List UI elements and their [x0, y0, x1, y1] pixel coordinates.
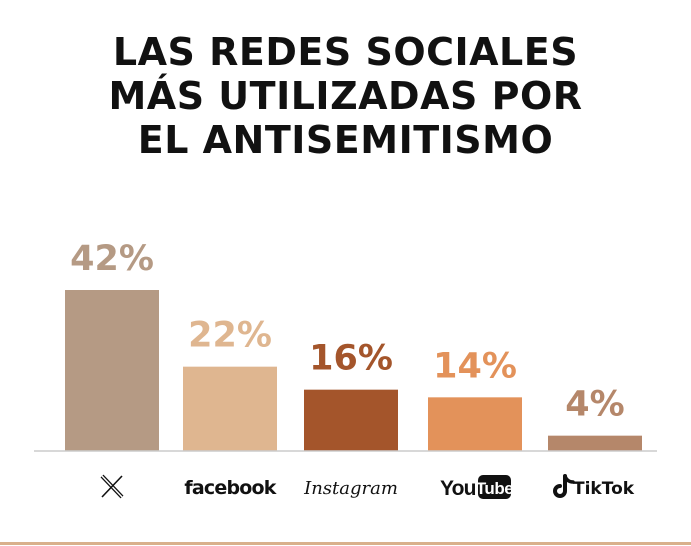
- tiktok-logo-icon: TikTok: [553, 474, 635, 499]
- bar-instagram: [304, 389, 398, 451]
- value-label-youtube: 14%: [433, 346, 517, 386]
- value-label-x: 42%: [70, 239, 154, 279]
- youtube-logo-icon: You Tube: [440, 475, 514, 500]
- bar-facebook: [183, 366, 277, 451]
- bars-group: [65, 290, 642, 451]
- value-label-tiktok: 4%: [565, 385, 624, 425]
- value-label-facebook: 22%: [188, 316, 272, 356]
- chart-title-line-1: LAS REDES SOCIALES: [112, 30, 579, 74]
- category-label-instagram: Instagram: [303, 478, 398, 499]
- facebook-logo-icon: facebook: [184, 477, 277, 499]
- instagram-logo-icon: Instagram: [303, 478, 398, 499]
- bar-x: [65, 290, 159, 451]
- category-label-facebook: facebook: [184, 477, 276, 499]
- chart-title-line-2: MÁS UTILIZADAS POR: [108, 74, 583, 118]
- bottom-rule: [0, 542, 691, 545]
- chart-title: LAS REDES SOCIALES MÁS UTILIZADAS POR EL…: [0, 30, 691, 162]
- bar-tiktok: [548, 435, 642, 451]
- category-label-tiktok: TikTok: [573, 479, 635, 499]
- youtube-tube-text: Tube: [476, 479, 513, 498]
- x-logo-icon: X: [100, 474, 124, 499]
- chart-title-line-3: EL ANTISEMITISMO: [137, 118, 554, 162]
- category-label-youtube: You: [440, 477, 476, 500]
- bar-youtube: [428, 397, 522, 451]
- value-labels-group: 42% 22% 16% 14% 4%: [70, 239, 625, 425]
- value-label-instagram: 16%: [309, 339, 393, 379]
